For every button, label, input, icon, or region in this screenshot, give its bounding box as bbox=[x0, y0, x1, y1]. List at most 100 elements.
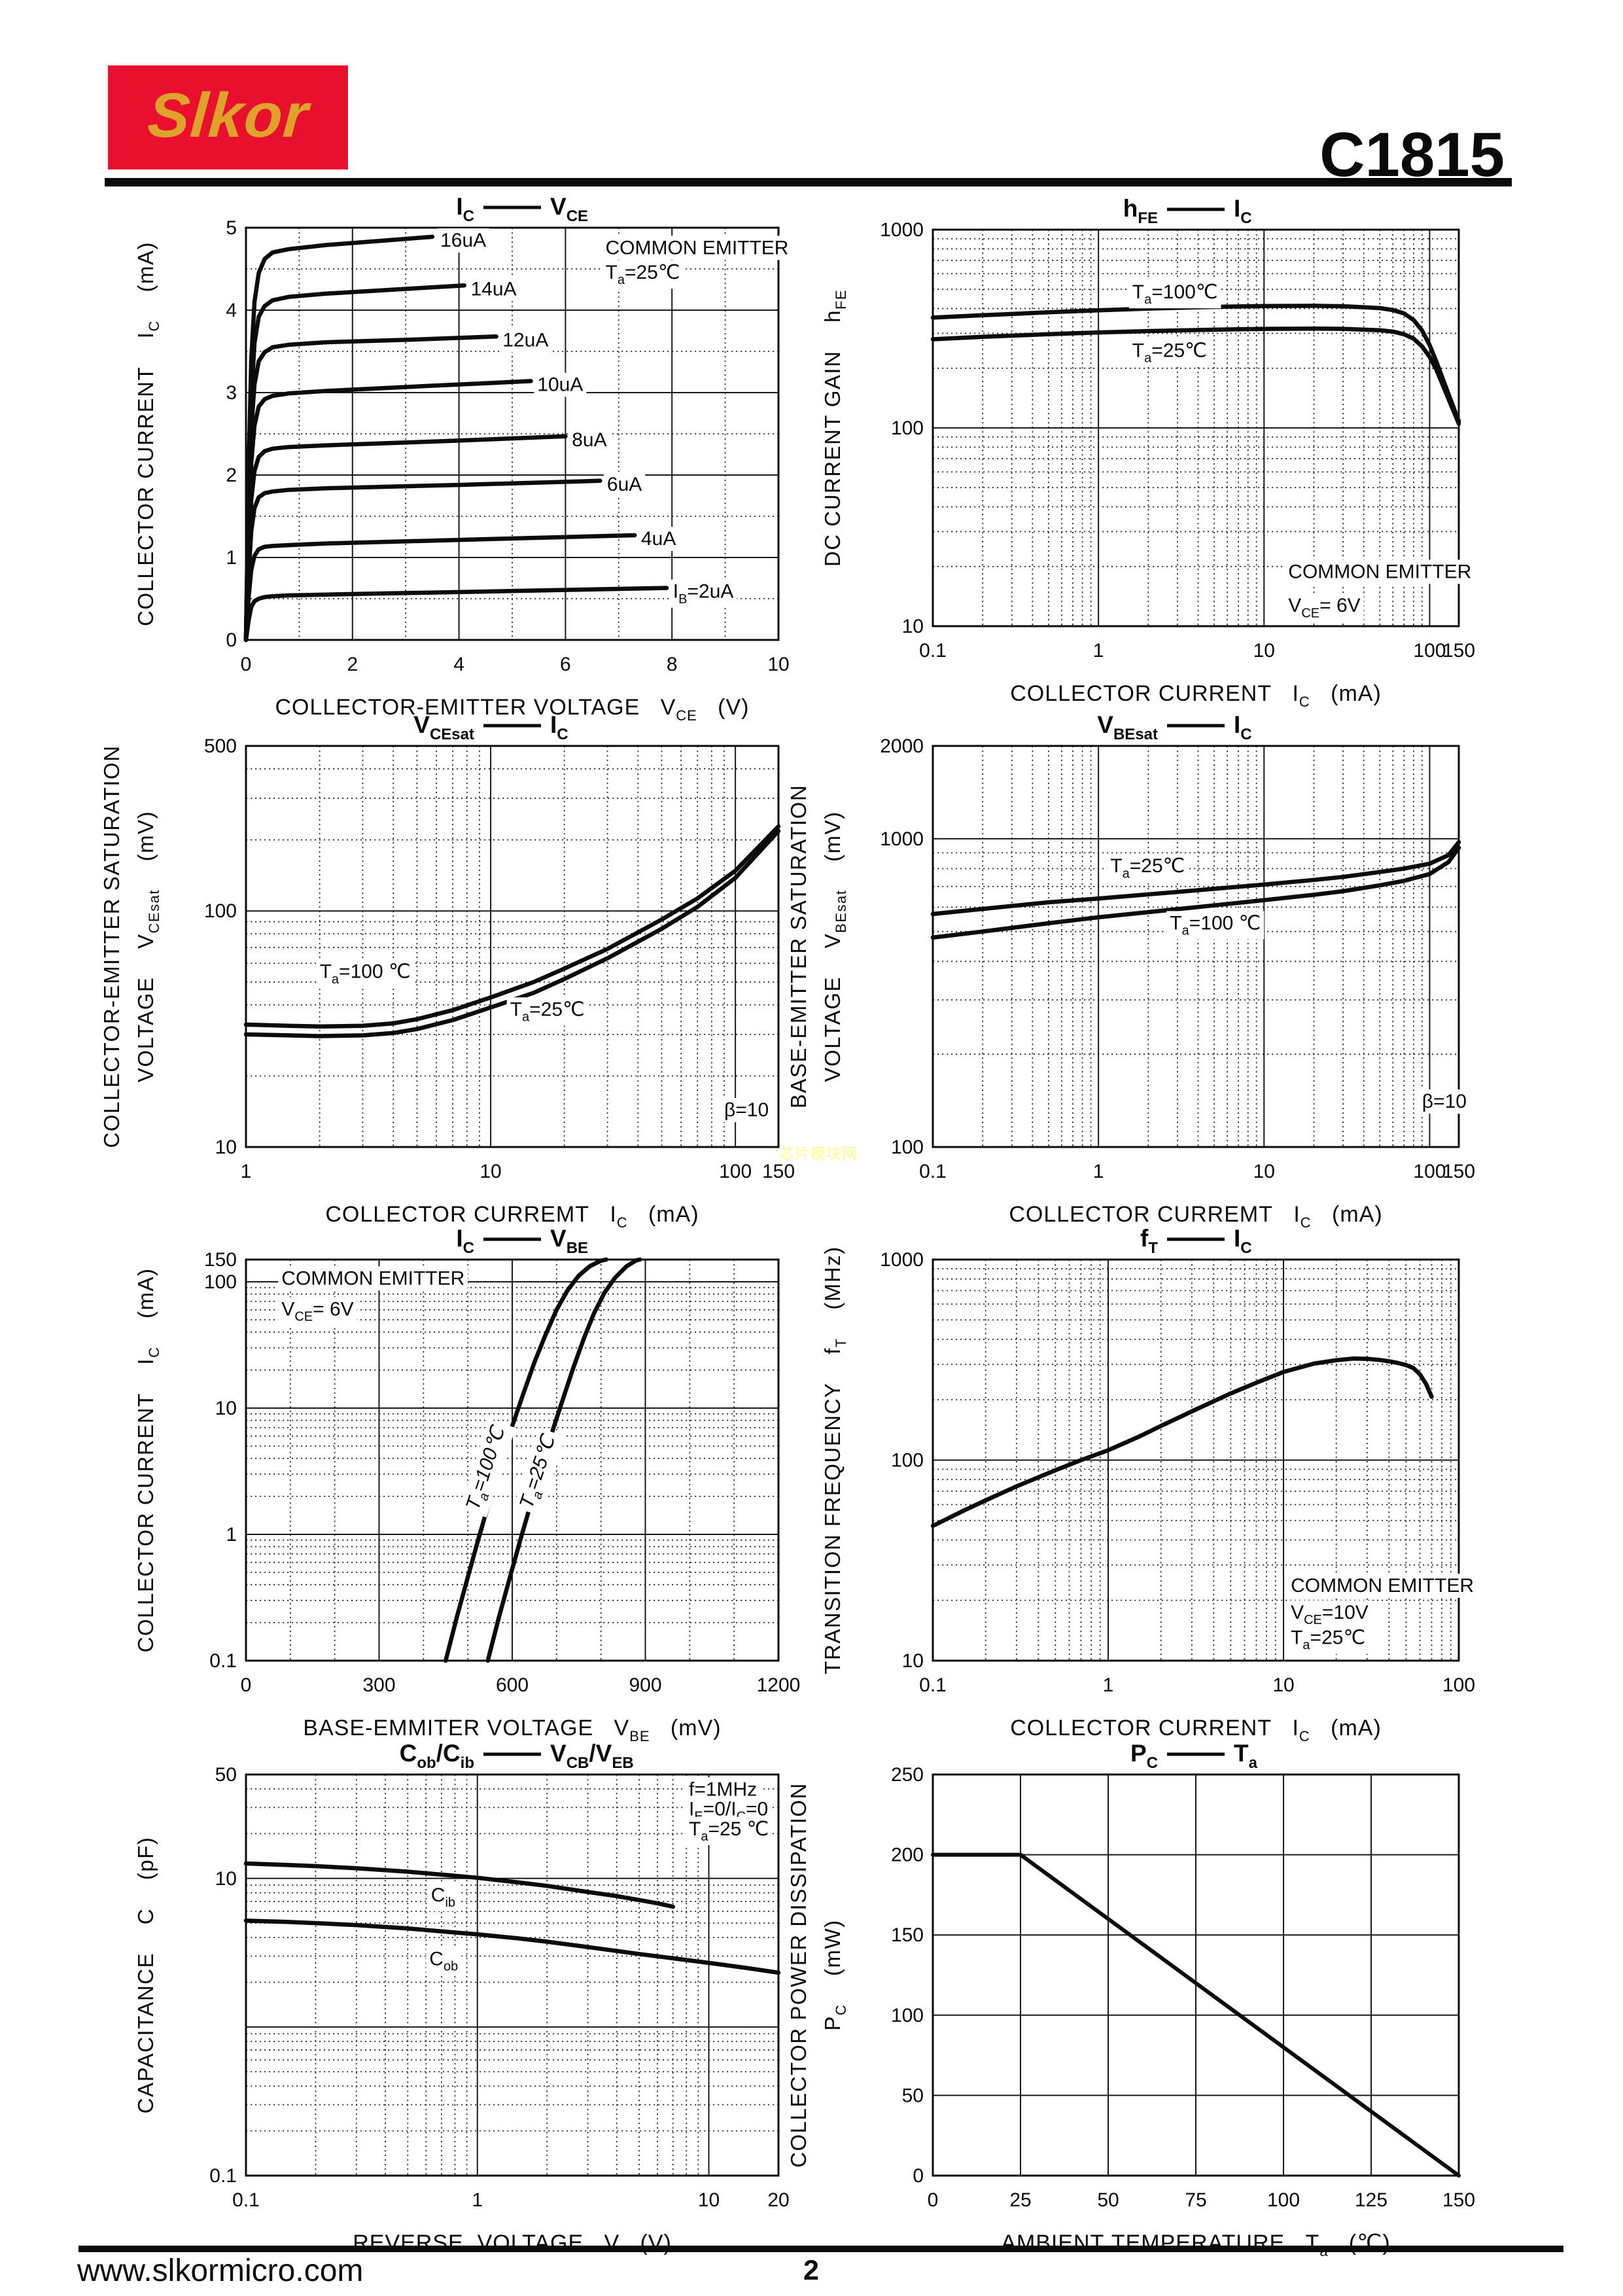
plot-border bbox=[932, 1773, 1460, 2177]
y-tick-label: 3 bbox=[226, 382, 237, 404]
label-halo bbox=[1287, 1574, 1478, 1598]
chart-title-right: VCE bbox=[550, 193, 588, 225]
y-tick-label: 100 bbox=[204, 1271, 237, 1293]
svg-text:VCE=10V: VCE=10V bbox=[1291, 1602, 1369, 1627]
x-tick-label: 150 bbox=[762, 1161, 795, 1182]
svg-text:COMMON EMITTER: COMMON EMITTER bbox=[281, 1267, 464, 1289]
svg-text:β=10: β=10 bbox=[724, 1099, 769, 1121]
x-tick-label: 25 bbox=[1009, 2189, 1031, 2211]
x-tick-label: 150 bbox=[1442, 640, 1475, 662]
curve-label: Ta=100℃ bbox=[1128, 280, 1221, 309]
curve-IB=6uA bbox=[243, 478, 602, 643]
label-halo bbox=[1418, 1089, 1470, 1114]
x-tick-label: 0.1 bbox=[232, 2189, 260, 2211]
svg-text:β=10: β=10 bbox=[1422, 1091, 1467, 1112]
svg-text:f=1MHz: f=1MHz bbox=[689, 1778, 757, 1800]
y-axis-label: DC CURRENT GAIN hFE bbox=[820, 289, 849, 567]
y-tick-label: 10 bbox=[215, 1398, 237, 1419]
x-tick-label: 10 bbox=[767, 654, 789, 675]
x-tick-label: 75 bbox=[1185, 2189, 1206, 2211]
svg-text:14uA: 14uA bbox=[471, 278, 517, 300]
chart-title-left: PC bbox=[1130, 1740, 1158, 1772]
x-tick-label: 1 bbox=[472, 2189, 483, 2211]
x-tick-label: 0.1 bbox=[919, 1161, 947, 1182]
x-tick-label: 900 bbox=[629, 1674, 661, 1696]
chart-title-left: VBEsat bbox=[1097, 711, 1158, 743]
x-tick-label: 10 bbox=[1253, 640, 1275, 662]
label-halo bbox=[568, 427, 610, 452]
curve-label: COMMON EMITTER bbox=[278, 1266, 468, 1291]
plot-border bbox=[245, 1258, 780, 1662]
chart-title-right: IC bbox=[550, 711, 568, 743]
chart-title-right: VBE bbox=[550, 1225, 588, 1257]
x-tick-label: 10 bbox=[1272, 1674, 1294, 1696]
curve-Cib bbox=[243, 1861, 675, 1909]
svg-text:16uA: 16uA bbox=[440, 230, 486, 251]
curve-label: Ta=25℃ bbox=[1107, 854, 1189, 883]
plot-border bbox=[245, 745, 780, 1148]
label-halo bbox=[426, 1947, 462, 1975]
svg-text:8uA: 8uA bbox=[572, 429, 606, 451]
svg-text:VCE= 6V: VCE= 6V bbox=[1288, 595, 1360, 620]
chart-title-right: IC bbox=[1234, 711, 1252, 743]
curve-Ta=100C bbox=[444, 1257, 609, 1663]
x-tick-label: 10 bbox=[1253, 1161, 1275, 1182]
svg-text:10uA: 10uA bbox=[537, 374, 583, 396]
chart-title-left: IC bbox=[456, 1225, 474, 1257]
x-tick-label: 0.1 bbox=[919, 640, 947, 662]
x-tick-label: 0 bbox=[241, 1674, 252, 1696]
curve-IB=8uA bbox=[243, 434, 568, 643]
curve-Ta=25C bbox=[930, 326, 1461, 426]
x-axis-label: COLLECTOR-EMITTER VOLTAGE VCE (V) bbox=[275, 695, 750, 724]
x-tick-label: 0 bbox=[241, 654, 252, 675]
slkor-logo: Slkor bbox=[108, 65, 348, 169]
x-axis-label: COLLECTOR CURREMT IC (mA) bbox=[325, 1202, 699, 1231]
chart-title-left: IC bbox=[456, 193, 474, 225]
curve-label: VCE=10V bbox=[1287, 1600, 1372, 1629]
y-axis-label: PC (mW) bbox=[820, 1919, 849, 2030]
y-tick-label: 100 bbox=[204, 900, 237, 922]
curve-label: Ta=100 ℃ bbox=[1166, 911, 1265, 940]
chart-title-left: hFE bbox=[1123, 195, 1158, 227]
label-halo bbox=[437, 228, 490, 253]
x-tick-label: 10 bbox=[480, 1161, 501, 1182]
svg-text:IB=2uA: IB=2uA bbox=[673, 581, 734, 607]
curve-label: Cib bbox=[427, 1882, 459, 1911]
curve-label: 4uA bbox=[638, 527, 680, 552]
curve-Ta=25C bbox=[930, 839, 1461, 917]
x-tick-label: 1200 bbox=[757, 1674, 801, 1696]
y-tick-label: 100 bbox=[891, 417, 924, 439]
chart-title-right: IC bbox=[1234, 195, 1252, 227]
curve-IB=16uA bbox=[243, 234, 435, 643]
y-tick-label: 2 bbox=[226, 465, 237, 486]
y-tick-label: 100 bbox=[891, 1450, 924, 1472]
label-halo bbox=[427, 1882, 459, 1911]
y-tick-label: 0.1 bbox=[209, 1650, 237, 1672]
curve-IB=2uA bbox=[243, 586, 669, 643]
x-tick-label: 150 bbox=[1442, 2189, 1475, 2211]
y-tick-label: 1000 bbox=[880, 219, 924, 241]
y-tick-label: 150 bbox=[204, 1249, 237, 1271]
y-tick-label: 250 bbox=[891, 1764, 924, 1786]
curve-label: β=10 bbox=[721, 1098, 773, 1122]
plot-border bbox=[932, 745, 1460, 1148]
label-halo bbox=[721, 1098, 773, 1122]
y-tick-label: 0 bbox=[226, 629, 237, 651]
y-axis-label: BASE-EMITTER SATURATION bbox=[786, 785, 811, 1108]
y-axis-label: VOLTAGE VCEsat (mV) bbox=[133, 811, 162, 1082]
curve-label: Ta=25℃ bbox=[513, 1428, 567, 1516]
y-axis-label: COLLECTOR CURRENT IC (mA) bbox=[133, 1268, 162, 1653]
curve-label: 6uA bbox=[603, 472, 646, 497]
x-tick-label: 125 bbox=[1355, 2189, 1387, 2211]
curve-Ta=100C bbox=[930, 304, 1461, 424]
svg-text:Ta=100℃: Ta=100℃ bbox=[462, 1422, 514, 1514]
svg-text:4uA: 4uA bbox=[641, 528, 676, 550]
curve-label: Ta=25℃ bbox=[506, 997, 588, 1026]
y-tick-label: 5 bbox=[226, 217, 237, 239]
y-axis-label: COLLECTOR CURRENT IC (mA) bbox=[133, 241, 162, 626]
